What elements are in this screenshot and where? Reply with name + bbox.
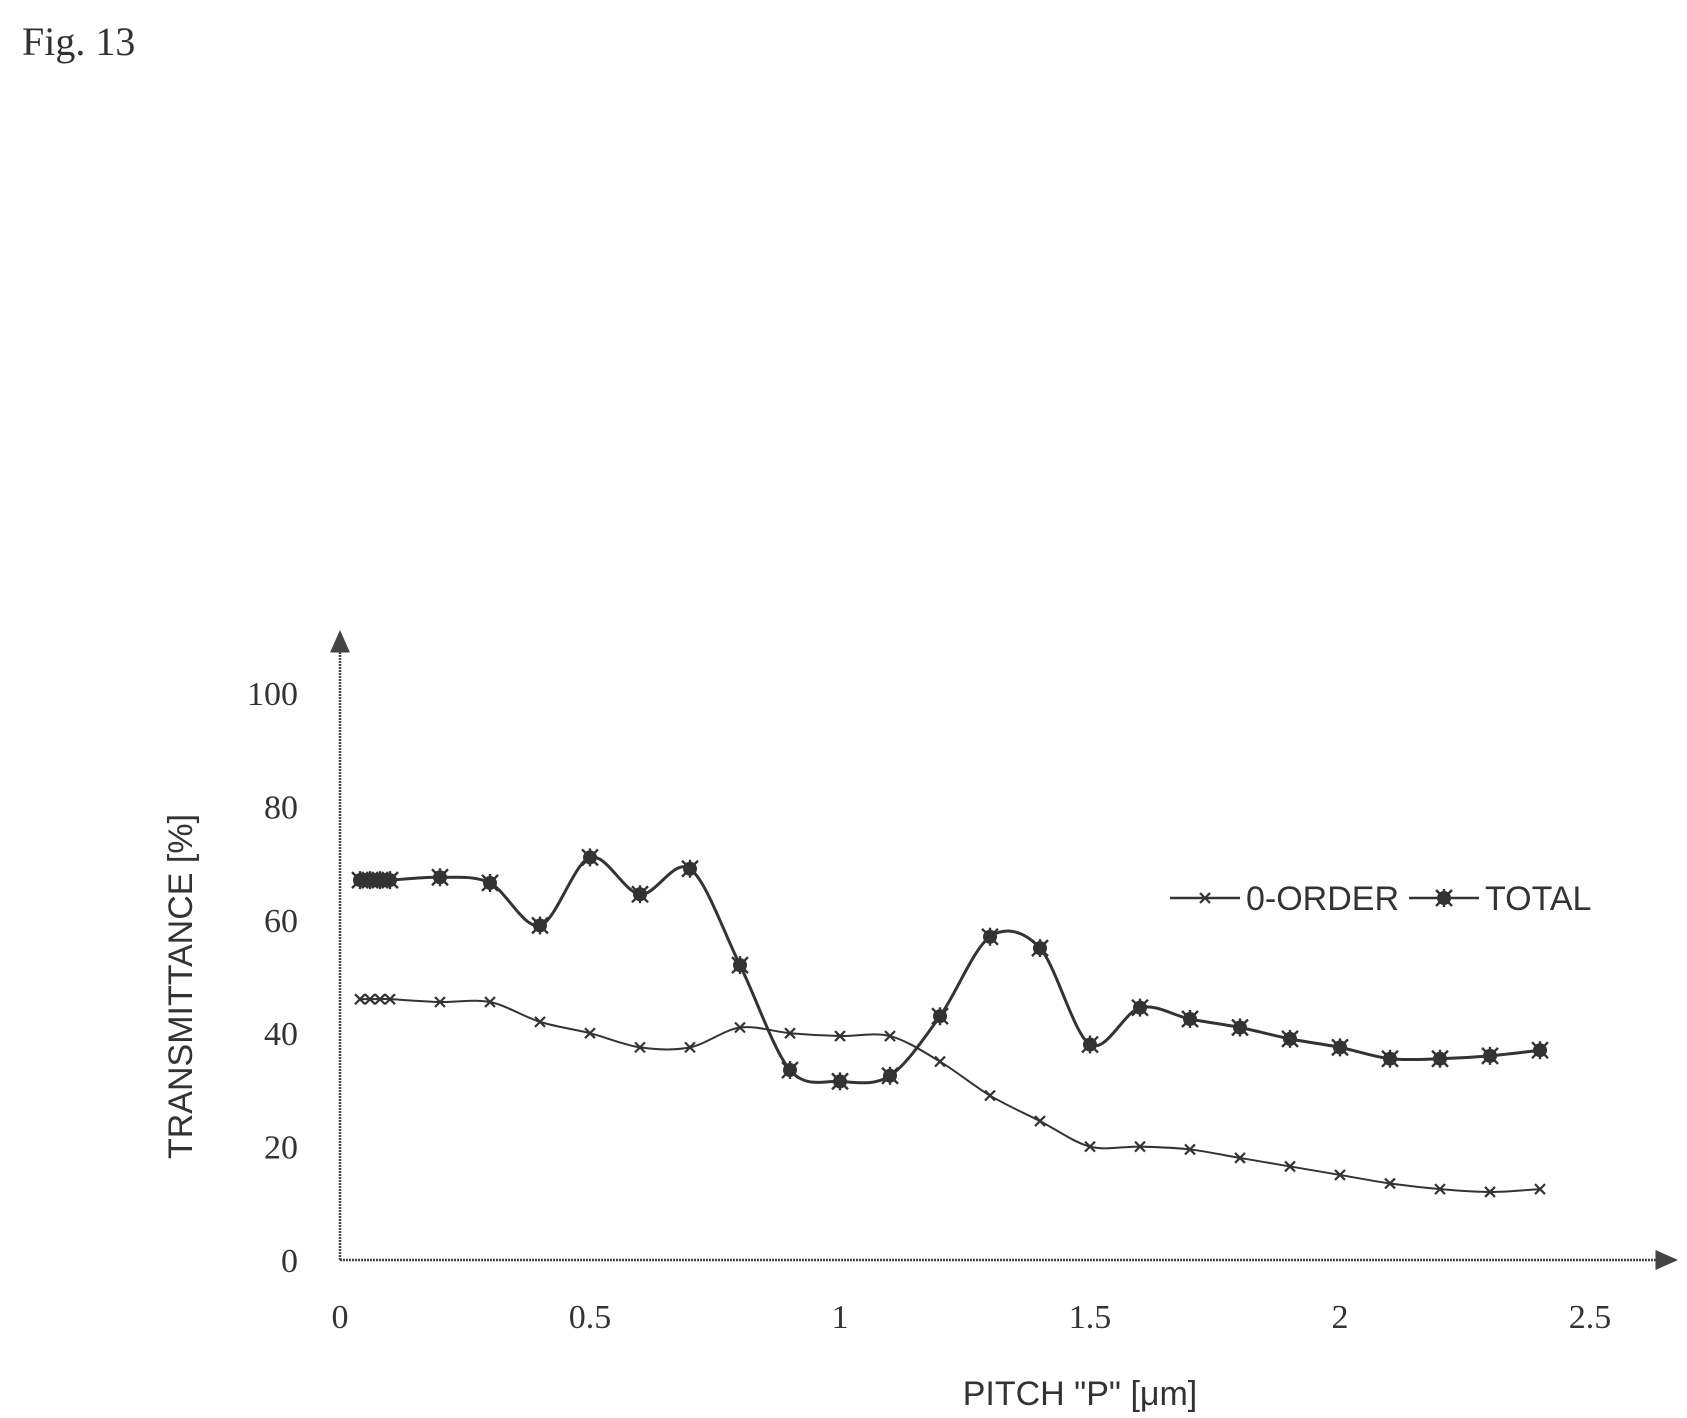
data-point <box>731 956 749 975</box>
data-point <box>1031 939 1049 958</box>
data-point <box>364 993 376 1005</box>
data-point <box>634 1041 646 1054</box>
data-point <box>884 1030 896 1042</box>
data-point <box>1381 1049 1399 1068</box>
y-axis-title: TRANSMITTANCE [%] <box>162 814 200 1159</box>
data-point <box>1331 1038 1349 1057</box>
data-point <box>1334 1169 1346 1181</box>
data-point <box>484 996 496 1008</box>
data-point <box>1284 1160 1296 1173</box>
data-point <box>981 927 999 946</box>
data-point <box>1384 1177 1396 1190</box>
data-point <box>684 1041 696 1054</box>
legend-item: 0-ORDER <box>1170 880 1399 918</box>
data-point <box>831 1072 849 1091</box>
data-point <box>531 916 549 935</box>
y-tick-label: 100 <box>247 676 298 713</box>
data-point <box>1134 1140 1146 1153</box>
data-point <box>1531 1041 1549 1060</box>
y-tick-label: 80 <box>264 789 298 826</box>
data-point <box>1534 1183 1546 1195</box>
x-tick-label: 1.5 <box>1069 1299 1112 1336</box>
data-point <box>431 868 449 887</box>
data-point <box>681 859 699 878</box>
series-line <box>359 997 1541 1193</box>
legend-label: TOTAL <box>1485 880 1591 918</box>
data-point <box>1181 1010 1199 1029</box>
series-total <box>351 848 1549 1091</box>
series-0-order <box>354 993 1546 1198</box>
y-tick-label: 60 <box>264 903 298 940</box>
data-point <box>1484 1186 1496 1198</box>
figure-label: Fig. 13 <box>22 19 136 64</box>
x-tick-label: 1 <box>832 1299 849 1336</box>
data-point <box>1431 1049 1449 1068</box>
data-point <box>1199 892 1211 904</box>
data-point <box>1434 1183 1446 1195</box>
data-point <box>1184 1143 1196 1156</box>
x-tick-label: 0.5 <box>569 1299 612 1336</box>
data-point <box>834 1030 846 1042</box>
data-point <box>781 1061 799 1080</box>
data-point <box>784 1027 796 1039</box>
data-point <box>584 1027 596 1039</box>
data-point <box>384 993 396 1005</box>
data-point <box>534 1016 546 1028</box>
data-point <box>1231 1018 1249 1037</box>
data-point <box>1481 1046 1499 1065</box>
data-point <box>374 993 386 1005</box>
data-point <box>354 993 366 1005</box>
x-tick-label: 0 <box>332 1299 349 1336</box>
data-point <box>434 996 446 1008</box>
data-point <box>984 1089 996 1102</box>
x-tick-label: 2.5 <box>1569 1299 1612 1336</box>
data-point <box>1131 998 1149 1017</box>
data-point <box>581 848 599 867</box>
data-point <box>1234 1152 1246 1164</box>
legend: 0-ORDER TOTAL <box>1170 880 1591 918</box>
data-point <box>381 871 399 890</box>
data-point <box>1435 889 1453 907</box>
data-point <box>1034 1115 1046 1127</box>
data-point <box>734 1021 746 1034</box>
data-point <box>631 885 649 904</box>
data-point <box>934 1055 946 1068</box>
legend-item: TOTAL <box>1409 880 1591 918</box>
data-point <box>931 1007 949 1026</box>
axes <box>330 630 1678 1270</box>
plot-area <box>351 848 1549 1198</box>
data-point <box>1084 1140 1096 1153</box>
data-point <box>481 873 499 892</box>
data-point <box>881 1066 899 1085</box>
data-point <box>1081 1035 1099 1054</box>
y-tick-label: 0 <box>281 1243 298 1280</box>
data-point <box>1281 1029 1299 1048</box>
x-tick-label: 2 <box>1332 1299 1349 1336</box>
legend-label: 0-ORDER <box>1246 880 1399 918</box>
x-axis-ticks: 0 0.5 1 1.5 2 2.5 <box>332 1299 1612 1336</box>
y-axis-ticks: 0 20 40 60 80 100 <box>247 676 298 1280</box>
y-tick-label: 40 <box>264 1016 298 1053</box>
x-axis-title: PITCH "P" [μm] <box>963 1375 1198 1413</box>
y-tick-label: 20 <box>264 1130 298 1167</box>
